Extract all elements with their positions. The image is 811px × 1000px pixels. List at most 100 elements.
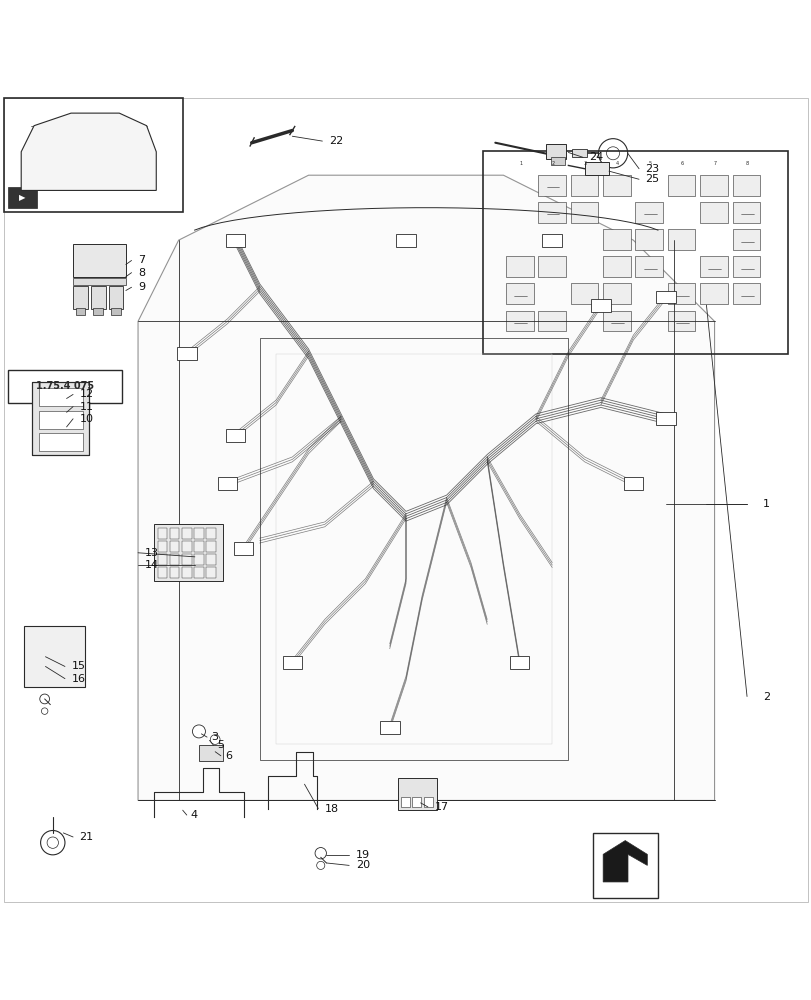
Bar [423,797,432,807]
Bar [32,382,89,455]
Bar [24,626,85,687]
Circle shape [192,725,205,738]
Text: 4: 4 [191,810,198,820]
Text: 19: 19 [355,850,369,860]
Text: 17: 17 [434,802,448,812]
Bar [667,175,694,196]
Text: 6: 6 [225,751,233,761]
Circle shape [47,837,58,848]
Text: 25: 25 [645,174,659,184]
Bar [177,347,196,360]
Circle shape [315,848,326,859]
Bar [225,429,245,442]
Text: 13: 13 [144,548,158,558]
Circle shape [598,139,627,168]
Bar [206,554,216,565]
Circle shape [210,735,220,744]
Bar [505,283,533,304]
Bar [182,541,191,552]
Bar [570,283,598,304]
Bar [603,311,630,331]
Circle shape [71,671,79,679]
Bar [206,541,216,552]
Bar [483,151,787,354]
Text: ▶: ▶ [19,193,26,202]
Bar [538,256,565,277]
Bar [584,162,608,175]
Bar [542,234,561,247]
Text: 1: 1 [518,161,521,166]
Bar [157,567,167,578]
Text: 7: 7 [712,161,715,166]
Polygon shape [603,841,646,882]
Bar [4,98,182,212]
Bar [234,542,253,555]
Bar [39,411,83,429]
Bar [194,554,204,565]
Bar [505,256,533,277]
Bar [699,175,727,196]
Bar [380,721,399,734]
Bar [206,567,216,578]
Bar [550,157,564,165]
Bar [509,656,529,669]
Bar [732,175,759,196]
Bar [169,554,179,565]
Bar [699,283,727,304]
Bar [603,256,630,277]
Bar [194,528,204,539]
Bar [655,412,675,425]
Text: 24: 24 [589,152,603,162]
Bar [592,833,657,898]
Bar [603,175,630,196]
Circle shape [28,671,36,679]
Text: 5: 5 [648,161,650,166]
Bar [182,528,191,539]
Circle shape [71,634,79,642]
Bar [154,524,223,581]
Bar [572,149,586,157]
Text: 2: 2 [762,692,770,702]
Bar [157,528,167,539]
Text: 8: 8 [138,268,145,278]
Circle shape [28,634,36,642]
Text: 12: 12 [79,389,93,399]
Bar [194,541,204,552]
Bar [655,291,675,303]
Bar [73,286,88,309]
Bar [401,797,410,807]
Bar [73,278,126,285]
Bar [182,567,191,578]
Bar [93,308,103,315]
Bar [667,311,694,331]
Bar [699,202,727,223]
Bar [282,656,302,669]
Text: 21: 21 [79,832,93,842]
Bar [732,229,759,250]
Bar [699,256,727,277]
Text: 3: 3 [211,732,218,742]
Bar [157,541,167,552]
Circle shape [41,708,48,714]
Bar [182,554,191,565]
Bar [225,234,245,247]
Bar [412,797,421,807]
Bar [635,256,662,277]
Text: 15: 15 [71,661,85,671]
Bar [538,202,565,223]
Bar [623,477,642,490]
Text: 10: 10 [79,414,93,424]
Bar [570,175,598,196]
Text: 1.75.4 075: 1.75.4 075 [36,381,94,391]
Bar [73,244,126,277]
Bar [260,338,568,760]
Bar [169,541,179,552]
Text: 4: 4 [616,161,619,166]
Text: 7: 7 [138,255,145,265]
Circle shape [40,694,49,704]
Bar [8,187,36,208]
Text: 9: 9 [138,282,145,292]
Text: 8: 8 [744,161,748,166]
Text: 11: 11 [79,402,93,412]
Bar [111,308,121,315]
